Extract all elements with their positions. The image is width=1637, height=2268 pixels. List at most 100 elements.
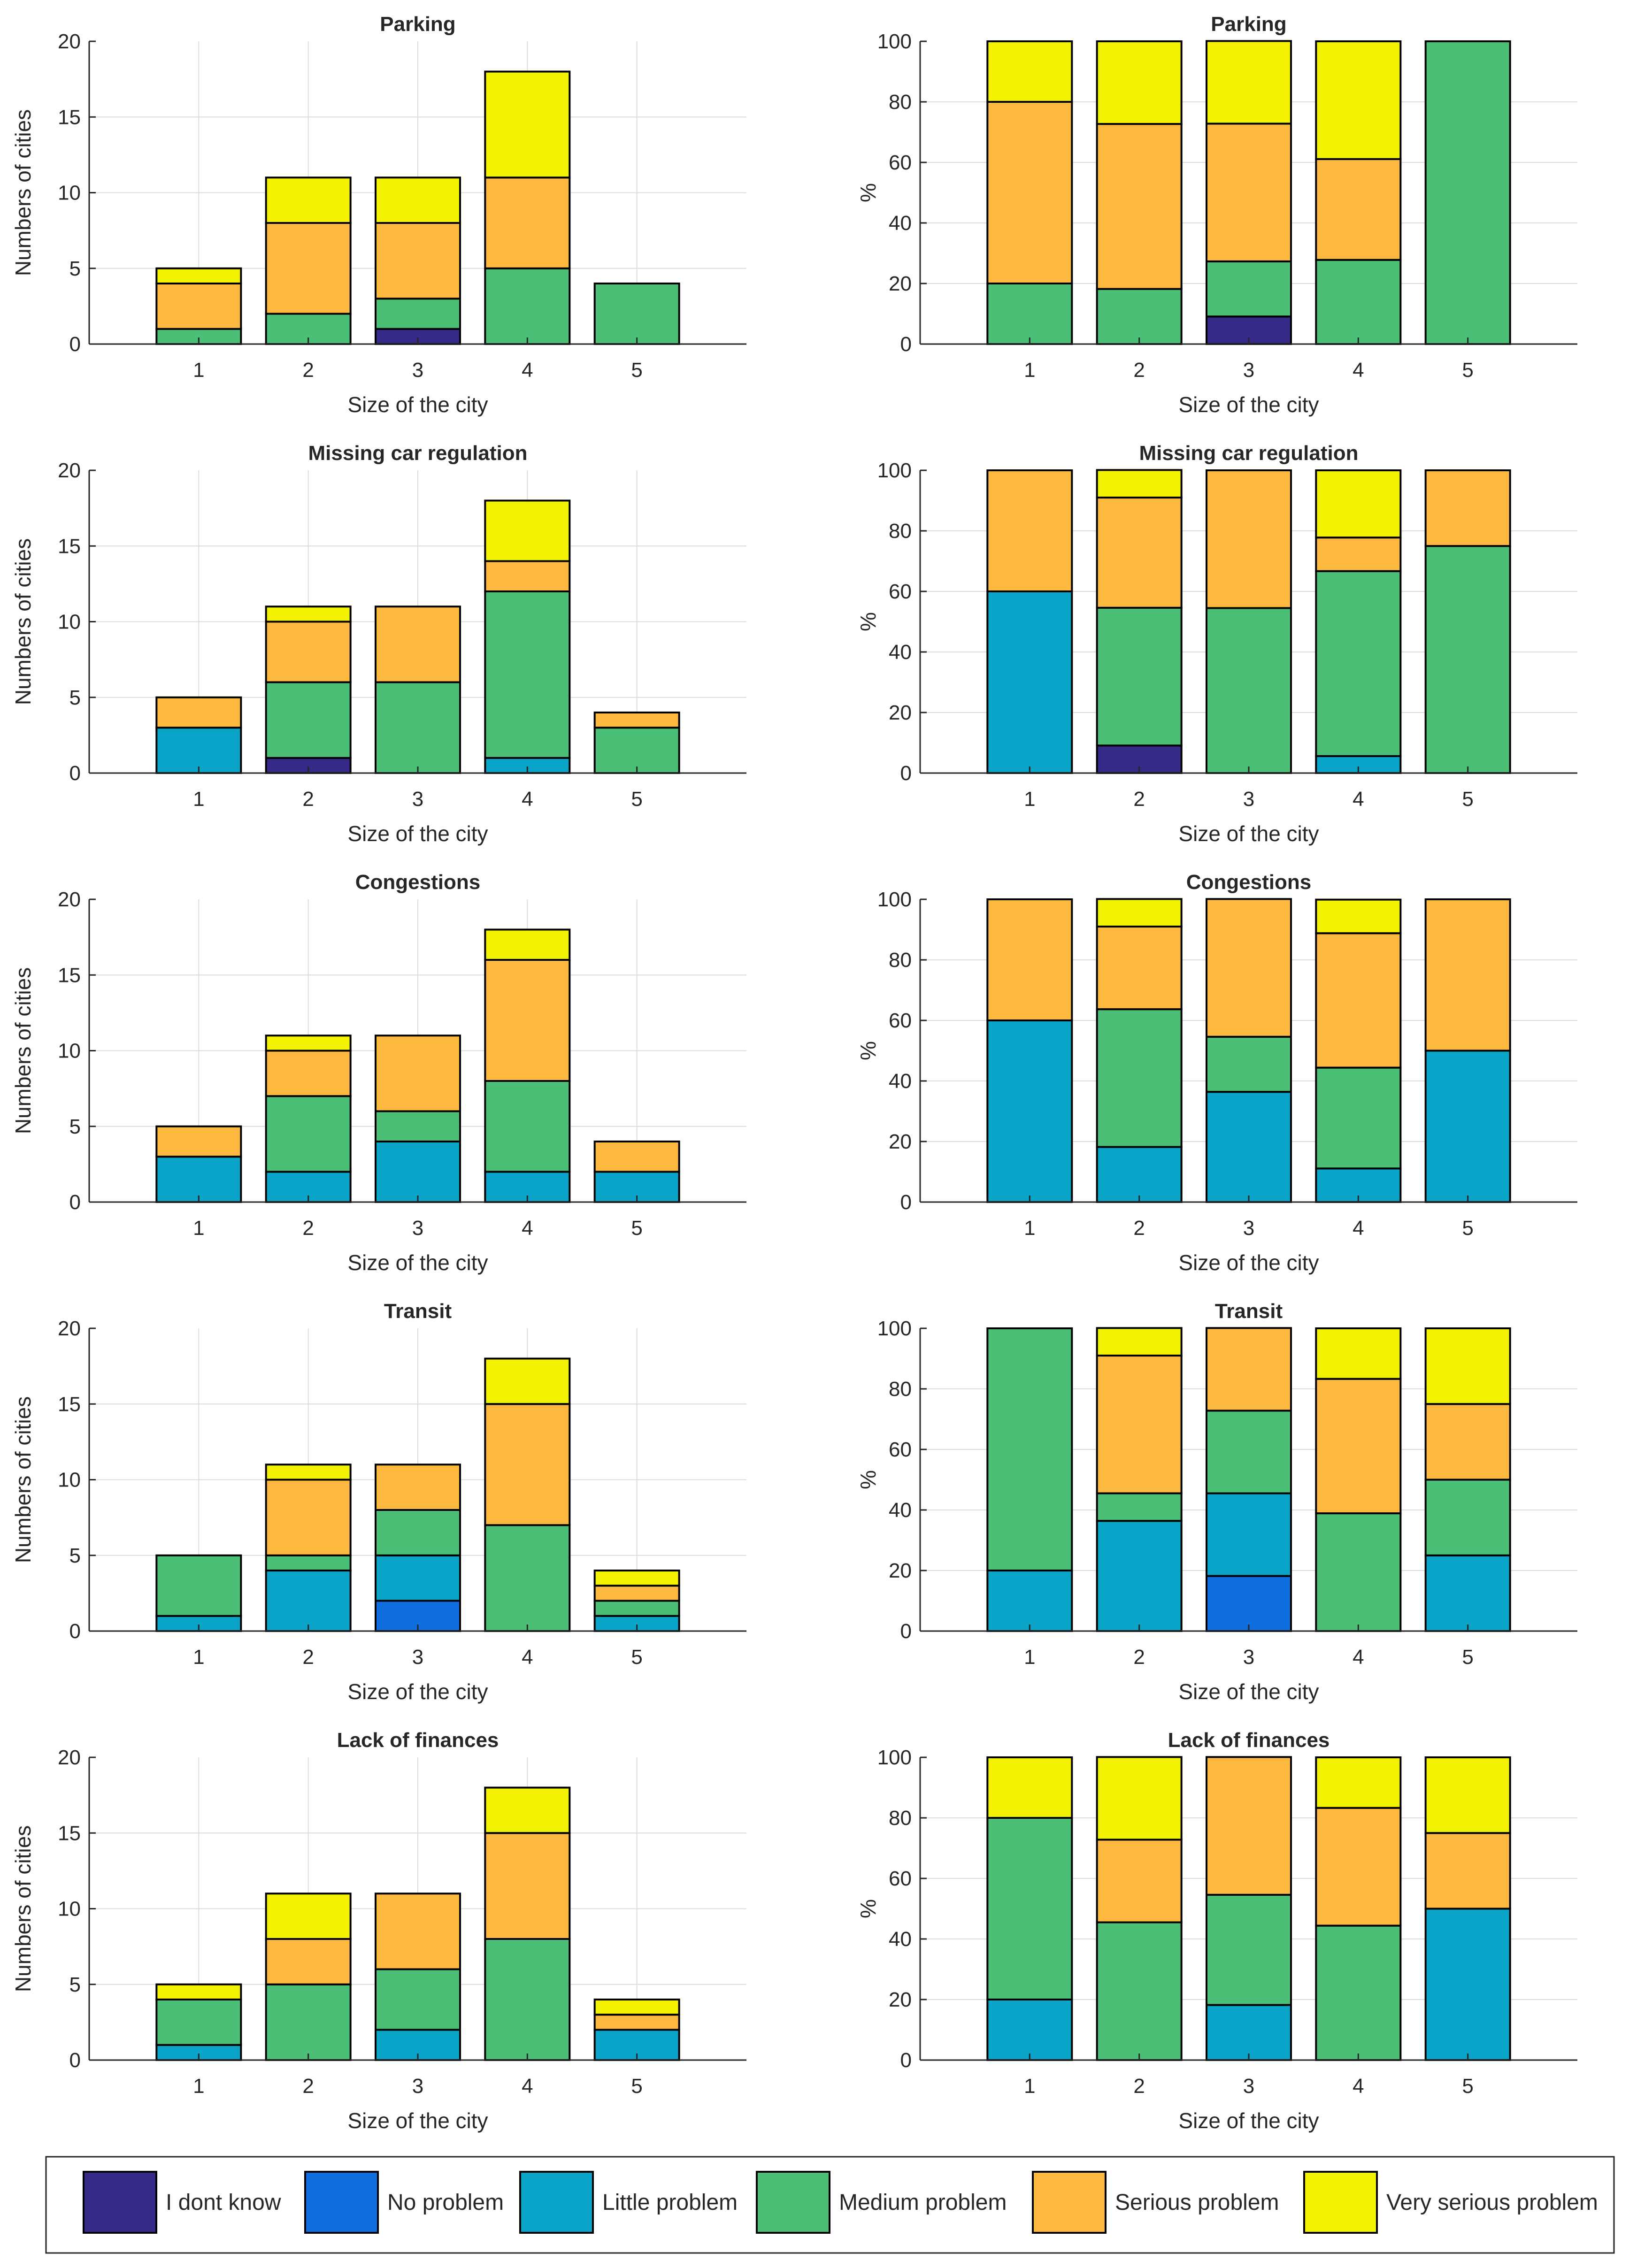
chart-title: Congestions (1186, 871, 1311, 894)
x-tick-label: 5 (1462, 1217, 1473, 1240)
chart-title: Transit (384, 1300, 452, 1323)
y-tick-label: 100 (877, 888, 912, 911)
y-tick-label: 60 (889, 1438, 912, 1461)
bar-segment (1424, 1554, 1511, 1632)
y-axis-label: Numbers of cities (11, 967, 35, 1134)
bar-segment (1206, 123, 1292, 262)
bar-segment (1424, 1756, 1511, 1834)
chart-panel-6: 0 20 40 60 80 100 1 2 3 4 5 Congestions Size of the … (856, 871, 1577, 1275)
bar-segment (265, 1554, 352, 1571)
y-tick-label: 15 (58, 535, 81, 558)
bar-segment (593, 712, 680, 729)
bar-segment (484, 959, 571, 1082)
bar-segment (155, 267, 242, 284)
y-axis-label: % (856, 1899, 880, 1918)
bar-segment (375, 1968, 461, 2031)
bar-segment (1315, 1512, 1402, 1632)
bar-segment (1424, 40, 1511, 345)
chart-title: Missing car regulation (1139, 442, 1359, 465)
bar-segment (375, 1554, 461, 1602)
bar-segment (1206, 1410, 1292, 1494)
bar-segment (1315, 1066, 1402, 1170)
bar-segment (155, 1983, 242, 2000)
y-axis-label: % (856, 1470, 880, 1489)
y-tick-label: 100 (877, 459, 912, 482)
y-tick-label: 0 (900, 1191, 912, 1214)
x-tick-label: 5 (631, 1217, 642, 1240)
y-tick-label: 80 (889, 520, 912, 543)
bar-segment (1315, 570, 1402, 757)
legend-swatch (1303, 2171, 1378, 2234)
x-tick-label: 4 (1353, 1646, 1364, 1669)
y-tick-label: 0 (69, 1620, 81, 1643)
bar-segment (1315, 158, 1402, 261)
bar-segment (1206, 1035, 1292, 1093)
bar-segment (484, 1938, 571, 2061)
bar-segment (484, 1524, 571, 1632)
legend-label: Very serious problem (1386, 2190, 1598, 2215)
y-axis-label: % (856, 1041, 880, 1060)
bar-segment (484, 1832, 571, 1940)
y-tick-label: 80 (889, 949, 912, 972)
bar-segment (1424, 898, 1511, 1052)
x-tick-label: 3 (1243, 788, 1254, 811)
x-axis-label: Size of the city (1178, 1679, 1319, 1704)
bar-segment (1096, 1839, 1183, 1923)
y-tick-label: 20 (889, 272, 912, 295)
bar-segment (155, 1125, 242, 1158)
y-axis-label: Numbers of cities (11, 109, 35, 276)
bar-segment (1315, 1756, 1402, 1809)
bar-segment (1096, 1355, 1183, 1494)
chart-panel-1: 0 5 10 15 20 1 2 3 4 5 Parking Size of the city Numb… (11, 13, 746, 417)
bar-segment (265, 1893, 352, 1940)
y-tick-label: 20 (58, 888, 81, 911)
x-tick-label: 4 (1353, 788, 1364, 811)
chart-panel-3: 0 5 10 15 20 1 2 3 4 5 Missing car regulation Size … (11, 442, 746, 846)
bar-segment (1206, 469, 1292, 609)
bar-segment (484, 176, 571, 269)
chart-panel-7: 0 5 10 15 20 1 2 3 4 5 Transit Size of the city Numb… (11, 1300, 746, 1704)
y-axis-label: Numbers of cities (11, 1396, 35, 1563)
y-tick-label: 5 (69, 1544, 81, 1567)
bar-segment (593, 1999, 680, 2016)
bar-segment (484, 70, 571, 179)
bar-segment (484, 1357, 571, 1405)
y-tick-label: 80 (889, 91, 912, 114)
bar-segment (1096, 1008, 1183, 1148)
bar-segment (986, 101, 1073, 284)
bar-segment (375, 298, 461, 330)
x-axis-label: Size of the city (1178, 2108, 1319, 2133)
bar-segment (265, 1570, 352, 1632)
y-tick-label: 40 (889, 641, 912, 664)
x-tick-label: 3 (412, 2075, 423, 2098)
x-tick-label: 5 (1462, 2075, 1473, 2098)
x-tick-label: 2 (302, 2075, 314, 2098)
x-tick-label: 1 (1024, 2075, 1035, 2098)
y-tick-label: 60 (889, 151, 912, 174)
bar-segment (1206, 40, 1292, 125)
y-tick-label: 10 (58, 182, 81, 205)
y-tick-label: 0 (69, 333, 81, 356)
bar-segment (1424, 1327, 1511, 1405)
bar-segment (1206, 1327, 1292, 1412)
bar-segment (484, 590, 571, 759)
bar-segment (1206, 1492, 1292, 1577)
x-tick-label: 4 (1353, 2075, 1364, 2098)
bar-segment (1206, 607, 1292, 774)
x-tick-label: 1 (1024, 359, 1035, 382)
x-tick-label: 3 (412, 1646, 423, 1669)
bar-segment (593, 727, 680, 774)
x-tick-label: 5 (631, 1646, 642, 1669)
bar-segment (484, 928, 571, 961)
y-tick-label: 15 (58, 1393, 81, 1416)
bar-segment (375, 1141, 461, 1203)
bar-segment (1096, 1520, 1183, 1632)
bar-segment (1424, 1050, 1511, 1203)
bar-segment (484, 499, 571, 562)
y-tick-label: 40 (889, 212, 912, 235)
bar-segment (1096, 497, 1183, 609)
x-axis-label: Size of the city (347, 1679, 488, 1704)
chart-panel-9: 0 5 10 15 20 1 2 3 4 5 Lack of finances Size of the… (11, 1729, 746, 2133)
x-tick-label: 4 (522, 788, 533, 811)
